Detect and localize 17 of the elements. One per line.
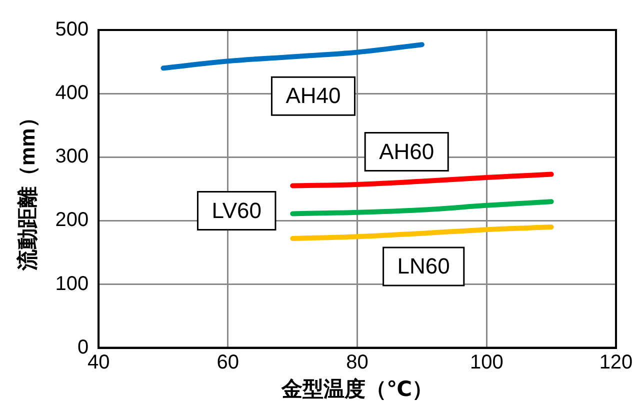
series-label: LN60 (397, 254, 450, 279)
y-tick-label: 300 (55, 146, 89, 168)
series-label: LV60 (212, 198, 262, 223)
x-tick-label: 100 (470, 351, 504, 374)
x-tick-label: 40 (87, 351, 110, 374)
series-label: AH40 (286, 83, 341, 108)
y-tick-label: 500 (55, 18, 89, 41)
x-tick-label: 80 (346, 351, 368, 374)
series-label: AH60 (379, 138, 434, 164)
x-axis-title: 金型温度（℃） (280, 377, 434, 402)
y-axis-title: 流動距離（mm） (15, 107, 40, 272)
y-tick-label: 100 (55, 272, 89, 295)
y-tick-label: 200 (55, 209, 89, 232)
x-tick-label: 60 (216, 351, 240, 374)
x-tick-label: 120 (599, 351, 633, 374)
y-tick-label: 0 (77, 336, 89, 358)
y-tick-label: 400 (55, 82, 89, 104)
